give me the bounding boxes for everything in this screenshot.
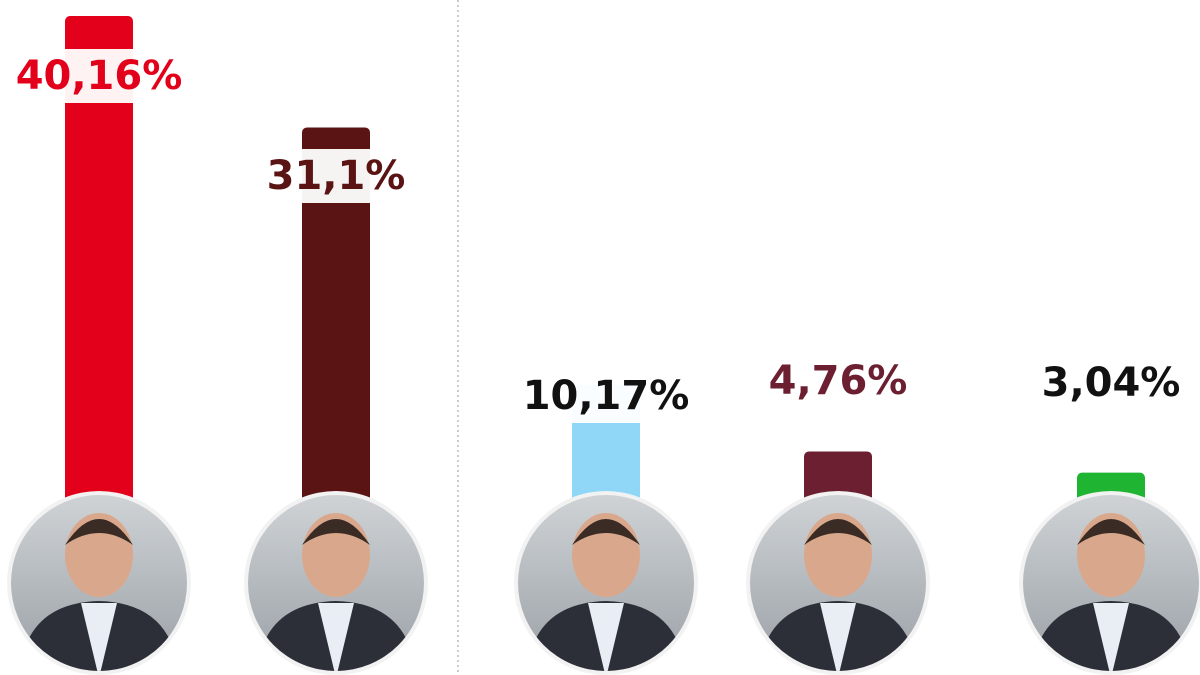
value-label: 4,76%	[769, 358, 908, 404]
bar	[302, 127, 370, 550]
photo-hair	[302, 519, 370, 545]
photo-hair	[804, 519, 872, 545]
value-label: 10,17%	[523, 373, 690, 419]
photo-hair	[65, 519, 133, 545]
value-label-bg	[7, 49, 191, 103]
value-label: 3,04%	[1042, 360, 1181, 406]
candidate-photo	[248, 495, 424, 671]
value-label-bg	[514, 369, 698, 423]
photo-hair	[1077, 519, 1145, 545]
photo-hair	[572, 519, 640, 545]
value-label: 40,16%	[16, 53, 183, 99]
candidate-photo	[750, 495, 926, 671]
value-label-bg	[1033, 356, 1189, 410]
photo-shirt	[318, 603, 354, 671]
photo-shirt	[81, 603, 117, 671]
photo-shirt	[820, 603, 856, 671]
candidate-photo	[518, 495, 694, 671]
candidate-photo	[1023, 495, 1199, 671]
photo-shirt	[1093, 603, 1129, 671]
candidate-photo	[11, 495, 187, 671]
value-label-bg	[258, 149, 414, 203]
photo-shirt	[588, 603, 624, 671]
bar	[65, 16, 133, 551]
value-label-bg	[760, 354, 916, 408]
value-label: 31,1%	[267, 153, 406, 199]
